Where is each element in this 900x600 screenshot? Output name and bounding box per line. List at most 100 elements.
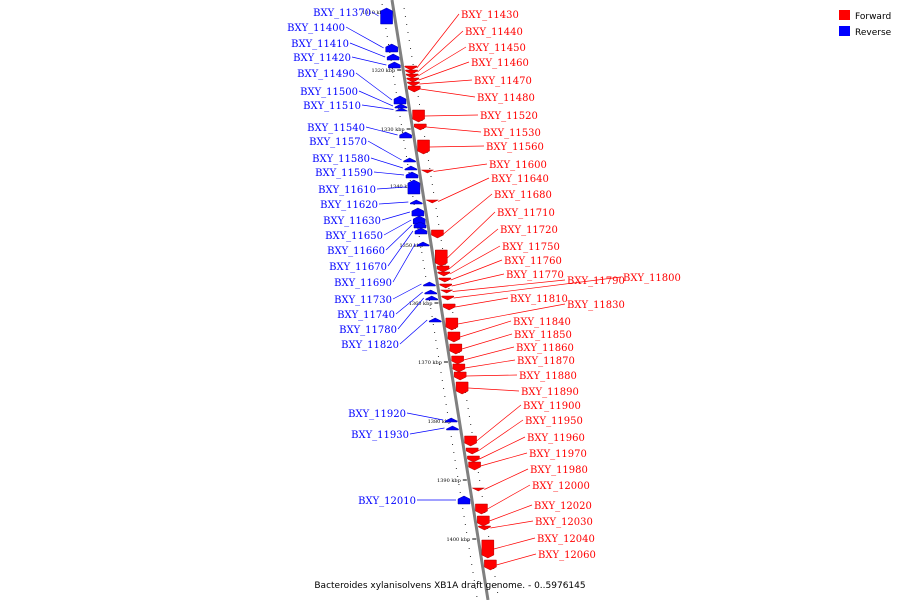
axis-dot [388,44,390,45]
connector-bxy-12020 [489,504,533,522]
connector-bxy-12030 [490,520,534,529]
legend: Forward Reverse [839,10,892,38]
axis-dot [444,264,446,265]
gene-label-bxy-11810: BXY_11810 [510,294,568,305]
axis-line [390,0,490,600]
connector-bxy-11370 [371,11,379,17]
gene-feature-bxy-11630 [411,207,425,217]
gene-label-bxy-11680: BXY_11680 [494,190,552,201]
gene-feature-bxy-11570 [403,157,416,163]
axis-dot [436,348,438,349]
connector-bxy-11810 [455,297,509,308]
gene-feature-bxy-11860 [451,355,464,365]
gene-feature-bxy-11640 [426,199,439,204]
gene-label-bxy-11960: BXY_11960 [527,433,585,444]
axis-dot [411,56,413,57]
gene-label-bxy-11410: BXY_11410 [291,39,349,50]
connector-bxy-11540 [365,126,398,136]
connector-bxy-11710 [447,211,496,259]
axis-dot [430,308,432,309]
gene-feature-bxy-11460 [406,77,420,83]
gene-label-bxy-11500: BXY_11500 [300,87,358,98]
axis-dot [429,168,431,169]
axis-dot [472,572,474,573]
axis-dot [446,412,448,413]
axis-dot [408,172,410,173]
gene-label-bxy-11470: BXY_11470 [474,76,532,87]
connector-bxy-11950 [477,419,524,452]
axis-dot [464,524,466,525]
axis-dot [398,108,400,109]
gene-label-bxy-11580: BXY_11580 [312,154,370,165]
tick-label-1400-kbp: 1400 kbp [446,537,470,543]
gene-feature-bxy-11770 [439,283,453,289]
gene-label-bxy-11640: BXY_11640 [491,174,549,185]
gene-feature-bxy-11800 [441,295,454,301]
gene-label-bxy-11620: BXY_11620 [320,200,378,211]
gene-label-bxy-11770: BXY_11770 [506,270,564,281]
axis-dot [404,148,406,149]
gene-feature-bxy-11420 [388,61,401,69]
axis-dot [479,480,481,481]
gene-label-bxy-12000: BXY_12000 [532,481,590,492]
axis-dot [408,40,410,41]
gene-feature-bxy-11840 [447,331,461,343]
axis-dot [450,436,452,437]
axis-dot [444,396,446,397]
axis-dot [407,32,409,33]
gene-feature-bxy-11660 [413,221,427,229]
axis-dot [462,508,464,509]
axis-dot [488,536,490,537]
gene-feature-bxy-11720 [436,265,450,273]
gene-label-bxy-11510: BXY_11510 [303,101,361,112]
connector-bxy-11410 [349,42,386,58]
axis-dot [458,484,460,485]
connector-bxy-11920 [406,412,444,421]
axis-dot [440,240,442,241]
gene-feature-bxy-11750 [437,271,451,277]
gene-label-bxy-11670: BXY_11670 [329,262,387,273]
axis-dot [452,444,454,445]
axis-dot [454,460,456,461]
axis-dot [452,312,454,313]
connector-bxy-11750 [449,245,501,275]
gene-feature-bxy-12010 [457,495,471,505]
gene-label-bxy-12020: BXY_12020 [534,501,592,512]
axis-dot [430,176,432,177]
gene-feature-bxy-11450 [405,73,419,79]
gene-feature-bxy-11600 [421,169,434,174]
gene-features [380,7,497,571]
axis-dot [495,584,497,585]
axis-dot [412,64,414,65]
axis-dot [381,4,383,5]
connector-bxy-11590 [373,171,405,176]
gene-label-bxy-11730: BXY_11730 [334,295,392,306]
axis-dot [419,104,420,105]
connector-bxy-11740 [395,291,423,315]
connector-bxy-11420 [351,56,387,66]
axis-dot [426,152,428,153]
gene-feature-bxy-11740 [424,289,437,295]
axis-dot [417,228,419,229]
axis-dot [457,476,459,477]
gene-feature-bxy-11870 [452,363,466,373]
gene-feature-bxy-11780 [425,295,438,301]
connector-bxy-11460 [418,61,470,81]
gene-label-bxy-11980: BXY_11980 [530,465,588,476]
axis-dot [440,372,442,373]
gene-feature-bxy-11370 [380,7,393,25]
gene-label-bxy-11920: BXY_11920 [348,409,406,420]
connector-bxy-11870 [464,359,516,369]
gene-label-bxy-11420: BXY_11420 [293,53,351,64]
gene-feature-bxy-11530 [414,123,427,131]
gene-label-bxy-11820: BXY_11820 [341,340,399,351]
axis-dot [477,472,479,473]
axis-dot [471,432,473,433]
gene-label-bxy-11890: BXY_11890 [521,387,579,398]
gene-label-bxy-12040: BXY_12040 [537,534,595,545]
axis-dot [394,84,396,85]
axis-dot [385,28,387,29]
gene-label-bxy-11400: BXY_11400 [287,23,345,34]
axis-dot [409,180,411,181]
tick-label-1320-kbp: 1320 kbp [371,68,395,74]
